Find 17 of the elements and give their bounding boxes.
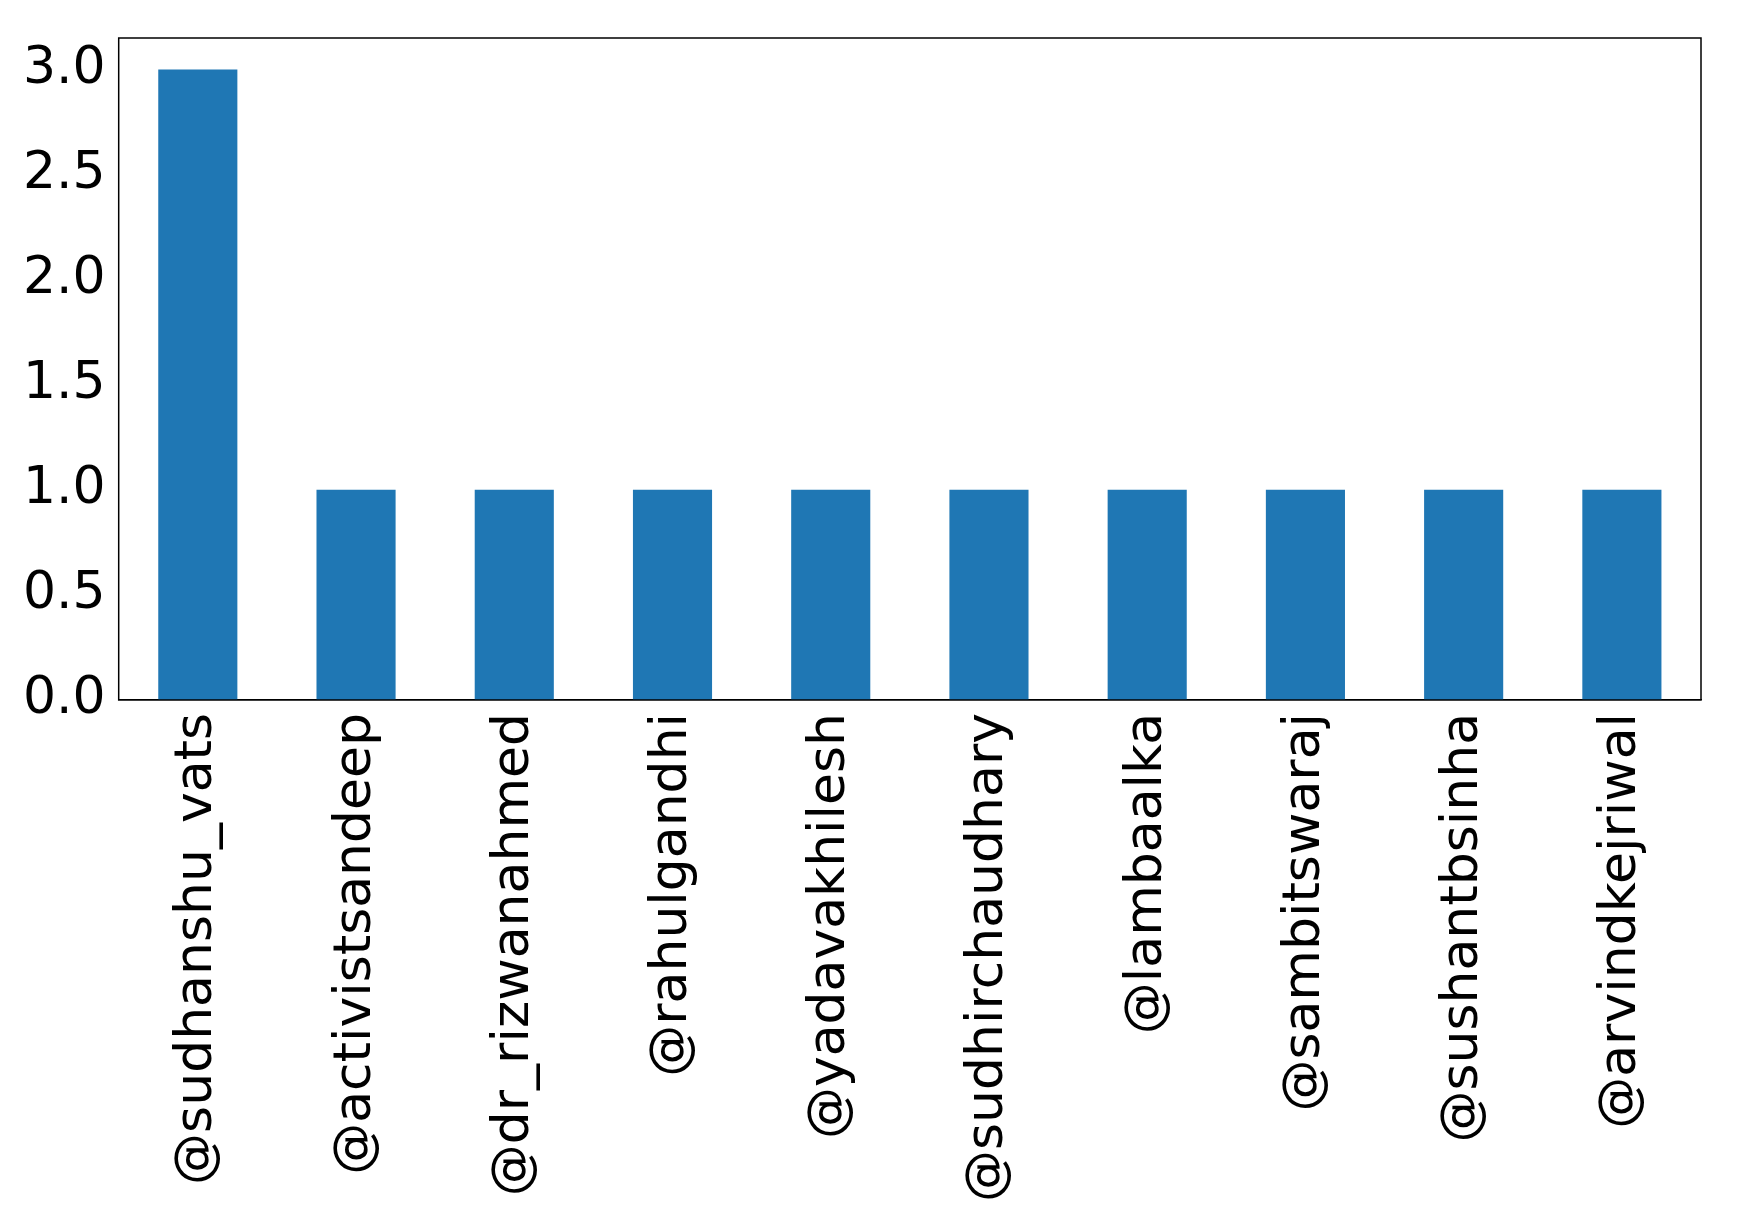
x-tick-label: @dr_rizwanahmed (479, 712, 540, 1197)
x-tick-label: @sushantbsinha (1429, 712, 1490, 1143)
y-tick-label: 1.0 (22, 455, 106, 516)
x-tick-label: @rahulgandhi (638, 712, 699, 1077)
y-tick-label: 1.5 (22, 350, 106, 411)
x-tick-label: @yadavakhilesh (796, 712, 857, 1140)
y-tick-label: 2.5 (22, 140, 106, 201)
x-tick-label: @arvindkejriwal (1587, 712, 1648, 1129)
x-tick-label: @sudhanshu_vats (163, 712, 224, 1185)
x-tick-label: @sambitswaraj (1270, 712, 1331, 1112)
y-tick-label: 0.5 (22, 560, 106, 621)
y-tick-label: 2.0 (22, 245, 106, 306)
x-tick-label: @sudhirchaudhary (954, 712, 1015, 1203)
x-tick-label: @activistsandeep (321, 712, 382, 1175)
x-tick-label: @lambaalka (1112, 712, 1173, 1035)
y-tick-label: 3.0 (22, 35, 106, 96)
y-tick-label: 0.0 (22, 665, 106, 726)
